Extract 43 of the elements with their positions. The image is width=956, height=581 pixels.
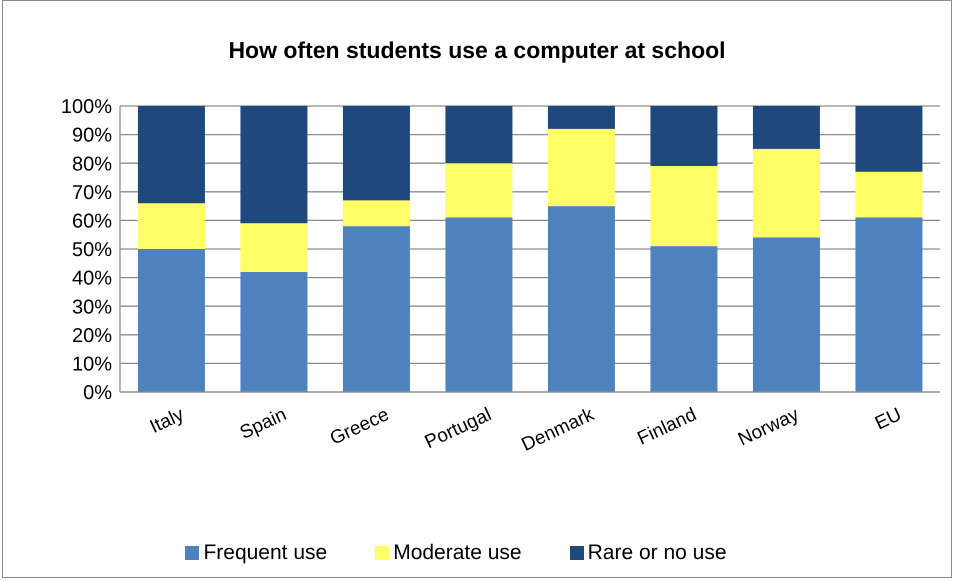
bar <box>138 106 205 204</box>
legend-label: Moderate use <box>393 541 522 564</box>
y-tick-label: 60% <box>72 210 112 232</box>
legend-label: Frequent use <box>203 541 328 564</box>
y-tick-label: 10% <box>72 354 112 376</box>
bar <box>752 238 820 392</box>
bar <box>445 218 512 392</box>
y-tick-label: 50% <box>72 239 112 262</box>
legend-label: Rare or no use <box>588 541 727 564</box>
bar <box>650 246 718 392</box>
bar <box>445 106 512 164</box>
y-tick-label: 0% <box>83 382 112 404</box>
y-tick-label: 30% <box>72 296 112 318</box>
bar <box>342 200 410 226</box>
y-tick-label: 40% <box>72 268 112 290</box>
bar <box>138 249 205 392</box>
bar <box>445 163 512 218</box>
y-tick-label: 70% <box>72 182 112 204</box>
bar <box>752 148 820 238</box>
bar <box>548 206 615 392</box>
bar <box>752 106 820 149</box>
y-tick-label: 80% <box>72 153 112 176</box>
x-tick-label: Greece <box>326 404 392 450</box>
x-tick-label: Italy <box>146 404 188 438</box>
bar <box>342 226 410 392</box>
bar <box>548 128 615 206</box>
y-tick-label: 90% <box>72 124 112 147</box>
y-tick-label: 20% <box>72 324 112 347</box>
bar <box>650 106 718 166</box>
bar <box>138 203 205 249</box>
bar <box>548 106 615 129</box>
bar <box>342 106 410 200</box>
bar <box>650 166 718 246</box>
bar <box>855 172 922 218</box>
bar <box>855 218 922 392</box>
bar <box>240 272 308 392</box>
x-tick-label: Spain <box>236 404 290 444</box>
bar <box>240 106 308 224</box>
bar <box>855 106 922 172</box>
y-tick-label: 100% <box>60 96 112 118</box>
chart-title: How often students use a computer at school <box>227 37 727 64</box>
bar <box>240 223 308 272</box>
x-tick-label: EU <box>872 404 905 434</box>
